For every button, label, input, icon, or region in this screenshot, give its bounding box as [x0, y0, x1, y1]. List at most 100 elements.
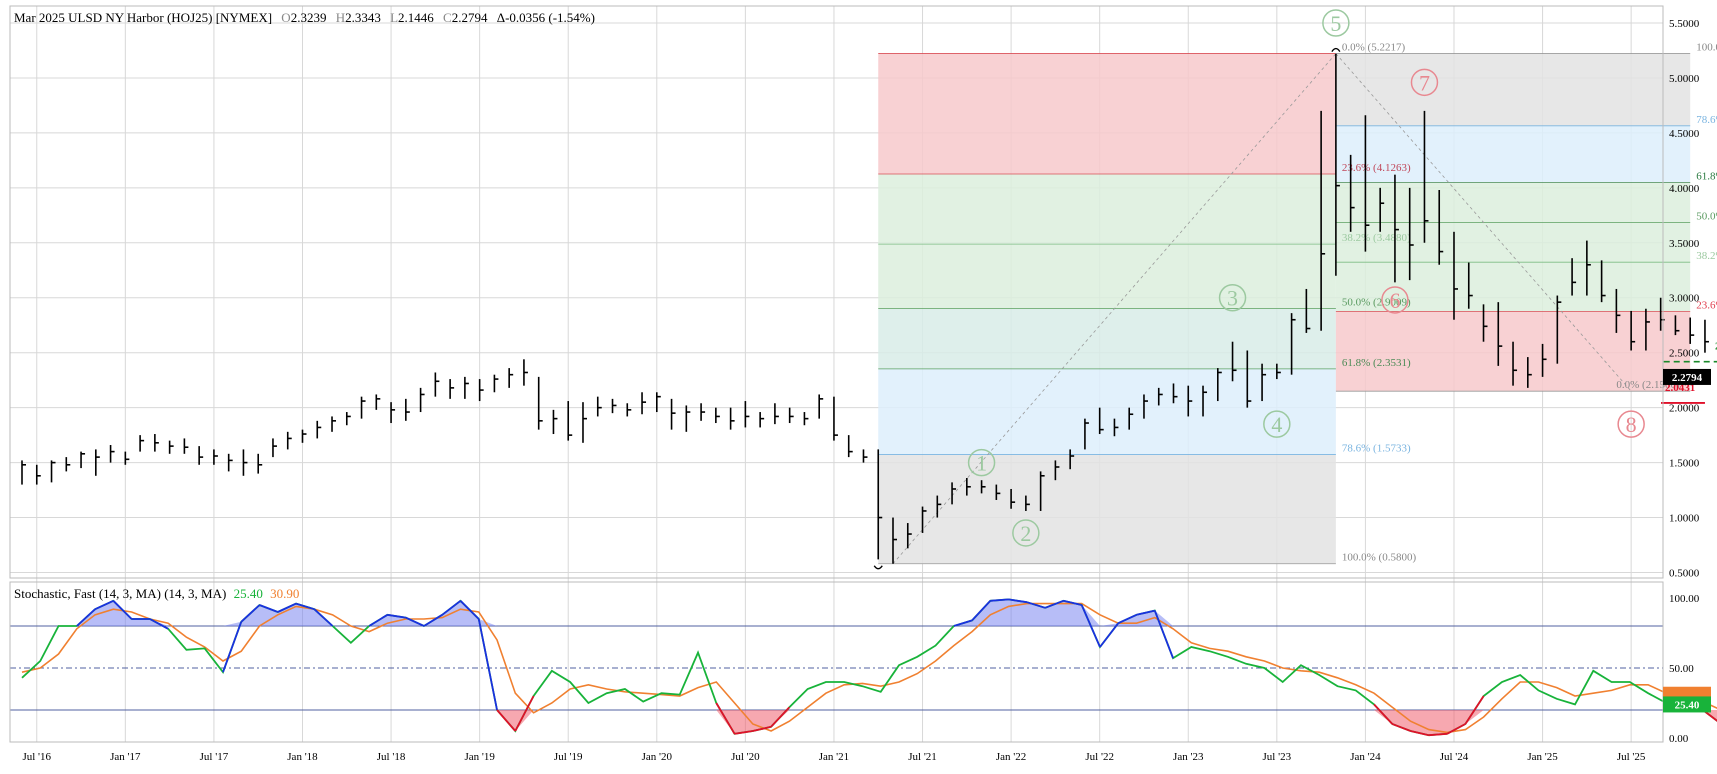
price-bar [1527, 357, 1532, 388]
symbol-label: Mar 2025 ULSD NY Harbor (HOJ25) [NYMEX] [14, 10, 272, 25]
price-bar [833, 396, 838, 441]
price-tick-label: 1.0000 [1669, 513, 1700, 525]
time-tick-label: Jan '18 [287, 751, 318, 763]
price-bar [316, 420, 322, 439]
price-bar [626, 403, 632, 417]
price-bar [1290, 313, 1296, 375]
time-tick-label: Jul '18 [377, 751, 406, 763]
price-bar [109, 445, 115, 463]
stoch-ob-segment [259, 604, 279, 613]
fib-label: 0.0% (5.2217) [1342, 42, 1406, 54]
price-bar [1320, 110, 1326, 331]
price-bar [1349, 154, 1355, 232]
stoch-ob-segment [222, 621, 243, 673]
wave-circle [967, 448, 996, 477]
price-bar [1276, 363, 1281, 380]
price-bar [862, 449, 868, 463]
stoch-os-segment [1446, 723, 1466, 735]
price-bar [213, 449, 218, 465]
wave-label-6: 6 [1381, 286, 1409, 314]
price-bar [360, 396, 366, 419]
price-bar [980, 480, 986, 494]
price-bar [611, 398, 617, 414]
stoch-tick-label: 0.00 [1669, 733, 1689, 745]
retrace-label: 23.6% (2.8749) [1696, 299, 1717, 311]
price-bar [1438, 190, 1444, 265]
price-bar [95, 449, 100, 476]
price-bar [1216, 368, 1222, 402]
price-bar [242, 449, 248, 476]
pivot-high-marker [1331, 47, 1341, 52]
stoch-ob-segment [953, 619, 973, 627]
stoch-ob-segment [477, 618, 498, 711]
wave-circle [1381, 286, 1409, 314]
fib-label: 100.0% (0.5800) [1342, 552, 1417, 564]
fib-label: 23.6% (4.1263) [1342, 162, 1411, 174]
price-bar [493, 374, 499, 393]
stoch-ob-segment [1026, 601, 1046, 609]
time-tick-label: Jan '22 [996, 751, 1026, 763]
price-bar [1394, 174, 1399, 283]
price-bar [818, 394, 824, 419]
last-price-label: 2.2794 [1672, 372, 1703, 384]
price-tick-label: 2.5000 [1669, 348, 1700, 360]
stoch-os-segment [752, 725, 772, 732]
wave-number: 2 [1020, 521, 1031, 546]
price-bar [1157, 387, 1163, 406]
price-bar [301, 429, 307, 443]
retrace-label: 38.2% (3.3234) [1696, 250, 1717, 262]
price-bar [552, 409, 558, 435]
price-bar [1482, 304, 1488, 342]
stoch-d-value: 30.90 [270, 586, 299, 601]
price-bar [508, 368, 514, 388]
stoch-ob-segment [76, 608, 96, 627]
axes: 5.5000 5.0000 4.5000 4.0000 3.5000 3.0000 2.50… [9, 5, 1711, 763]
price-bar [1423, 110, 1429, 243]
stoch-os-segment [770, 706, 791, 728]
price-bar [921, 506, 927, 533]
price-bar [1261, 363, 1267, 402]
price-bar [1645, 308, 1650, 351]
fib-label: 38.2% (3.4880) [1342, 232, 1411, 244]
fib-label: 50.0% (2.9009) [1342, 297, 1411, 309]
stoch-tick-label: 50.00 [1669, 663, 1694, 675]
wave-circle [1410, 68, 1439, 97]
fib-zone-left [878, 454, 1336, 564]
price-bar [1615, 288, 1621, 333]
stoch-ob-segment [1136, 609, 1155, 616]
price-bar [478, 379, 484, 402]
price-tick-label: 4.5000 [1669, 128, 1700, 140]
wave-circle [1263, 410, 1291, 438]
price-bar [582, 402, 587, 443]
fib-zone-right [1335, 125, 1691, 183]
last-price-tag [1663, 368, 1711, 385]
price-tick-label: 3.5000 [1669, 238, 1700, 250]
stoch-ob-segment [1153, 610, 1174, 659]
stoch-ob-segment [971, 600, 992, 622]
price-bar [567, 401, 573, 441]
stoch-d-tag [1663, 686, 1711, 699]
price-bar [257, 453, 263, 474]
price-bar [523, 359, 528, 386]
stoch-k-tag-label: 25.40 [1675, 699, 1700, 711]
price-bar [1084, 418, 1089, 450]
price-bar [1586, 240, 1591, 296]
price-tick-label: 1.5000 [1669, 458, 1700, 470]
wave-number: 7 [1419, 70, 1430, 95]
price-bar [847, 435, 853, 458]
time-tick-label: Jul '25 [1617, 751, 1646, 763]
price-bar [892, 517, 898, 564]
price-bar [183, 438, 189, 454]
price-bar [537, 376, 543, 430]
stoch-os-segment [496, 709, 516, 732]
wave-label-8: 8 [1617, 410, 1645, 438]
price-bar [1379, 187, 1385, 232]
time-tick-label: Jan '21 [819, 751, 849, 763]
stoch-ob-segment [990, 598, 1009, 602]
stoch-ob-segment [387, 613, 406, 619]
wave-label-2: 2 [1012, 519, 1040, 547]
price-bar [1025, 495, 1030, 511]
time-tick-label: Jul '24 [1440, 751, 1469, 763]
price-bar [449, 379, 455, 399]
wave-number: 1 [976, 451, 987, 476]
